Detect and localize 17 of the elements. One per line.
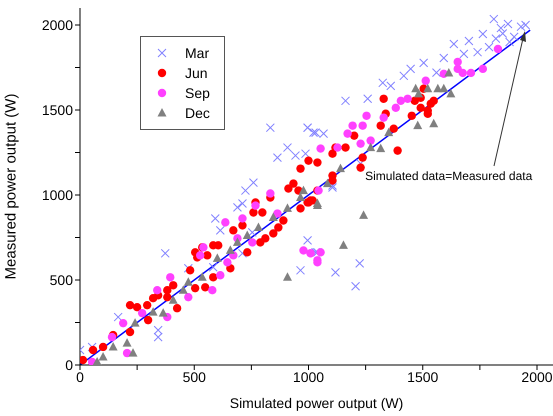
y-tick-label: 500 <box>50 272 74 288</box>
x-tick-label: 0 <box>76 368 84 385</box>
annotation: Simulated data=Measured data <box>365 169 532 184</box>
x-tick-label: 1000 <box>292 368 324 385</box>
legend-label: Mar <box>185 45 210 61</box>
y-tick-label: 0 <box>65 356 74 373</box>
x-tick-label: 1500 <box>407 368 439 385</box>
x-axis-title: Simulated power output (W) <box>230 395 404 411</box>
legend-label: Sep <box>185 85 210 101</box>
y-axis-title: Measured power output (W) <box>2 94 20 280</box>
legend-label: Jun <box>185 65 208 81</box>
y-tick-label: 2000 <box>42 16 74 33</box>
y-tick-label: 1000 <box>42 186 74 203</box>
x-tick-label: 500 <box>182 368 206 385</box>
y-tick-label: 1500 <box>42 102 74 118</box>
legend-label: Dec <box>185 105 210 121</box>
x-tick-label: 2000 <box>521 368 553 385</box>
